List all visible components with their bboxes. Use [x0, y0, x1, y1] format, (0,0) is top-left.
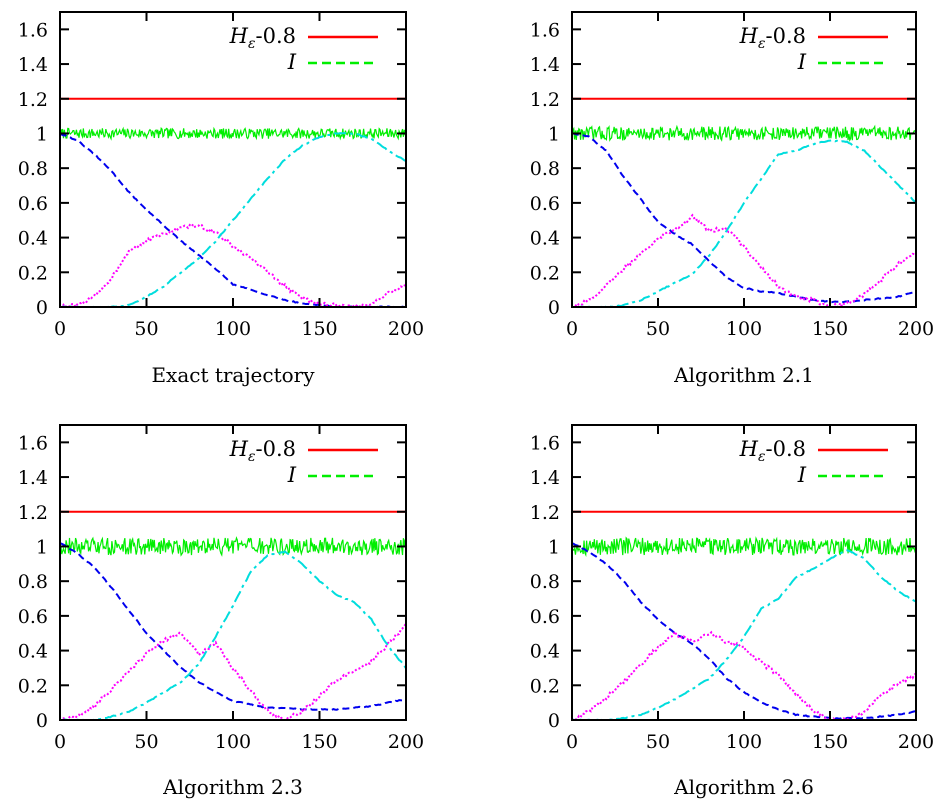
y-tick-label: 1.4 [18, 467, 48, 489]
series-line-4 [572, 629, 916, 720]
plot-frame [59, 424, 407, 721]
legend-label-2: I [797, 50, 807, 74]
x-tick-label: 0 [566, 318, 578, 340]
y-tick-label: 0.6 [530, 193, 560, 215]
y-tick-label: 1.4 [530, 54, 560, 76]
series-line-3 [572, 132, 916, 304]
x-tick-label: 150 [812, 731, 848, 753]
y-tick-label: 1 [36, 536, 48, 558]
series-line-2 [60, 126, 406, 141]
plot-area [572, 510, 916, 720]
y-tick-label: 1.2 [530, 89, 560, 111]
series-line-3 [572, 542, 916, 720]
x-tick-label: 0 [54, 731, 66, 753]
x-tick-label: 50 [646, 731, 670, 753]
series-line-5 [60, 550, 406, 720]
chart-panel-4: 0 50 100 150 200 0 0.2 0.4 0.6 0.8 1 1.2 1.4 1.6 Hε-0.… [530, 424, 934, 799]
series-line-5 [572, 139, 916, 307]
y-tick-label: 0 [548, 710, 560, 732]
x-tick-label: 200 [898, 731, 934, 753]
x-tick-label: 50 [134, 318, 158, 340]
series-line-2 [572, 536, 916, 558]
series-line-4 [60, 623, 406, 720]
y-tick-label: 0 [548, 297, 560, 319]
y-tick-label: 0.8 [18, 158, 48, 180]
series-line-2 [572, 124, 916, 142]
x-tick-label: 150 [812, 318, 848, 340]
chart-panel-3: 0 50 100 150 200 0 0.2 0.4 0.6 0.8 1 1.2 1.4 1.6 Hε-0.… [18, 424, 424, 799]
plot-frame [59, 11, 407, 308]
series-line-5 [572, 549, 916, 720]
y-tick-label: 0.2 [530, 675, 560, 697]
chart-panel-1: 0 50 100 150 200 0 0.2 0.4 0.6 0.8 1 1.2 1.4 1.6 Hε-0.… [18, 11, 424, 387]
series-line-5 [60, 132, 406, 307]
y-tick-label: 0.8 [530, 158, 560, 180]
y-tick-label: 1.2 [530, 502, 560, 524]
panel-caption: Algorithm 2.1 [673, 363, 814, 387]
plot-frame [571, 424, 917, 721]
y-tick-label: 1.6 [530, 432, 560, 454]
y-tick-label: 0.2 [530, 262, 560, 284]
x-tick-label: 50 [134, 731, 158, 753]
legend-label-2: I [287, 463, 297, 487]
y-tick-label: 0.4 [530, 641, 560, 663]
legend-label-1: Hε-0.8 [739, 437, 806, 465]
plot-area [60, 97, 406, 307]
x-tick-label: 100 [215, 731, 251, 753]
legend-label-2: I [287, 50, 297, 74]
y-tick-label: 0 [36, 710, 48, 732]
panel-caption: Algorithm 2.6 [673, 775, 814, 799]
x-tick-label: 0 [566, 731, 578, 753]
y-tick-label: 1.6 [530, 19, 560, 41]
y-tick-label: 0.8 [18, 571, 48, 593]
y-tick-label: 1.6 [18, 432, 48, 454]
legend-label-2: I [797, 463, 807, 487]
x-tick-label: 100 [215, 318, 251, 340]
x-tick-label: 150 [301, 318, 337, 340]
y-tick-label: 1.4 [18, 54, 48, 76]
y-tick-label: 1 [36, 123, 48, 145]
x-tick-label: 200 [388, 731, 424, 753]
y-tick-label: 1.2 [18, 502, 48, 524]
panel-caption: Exact trajectory [151, 363, 315, 387]
x-tick-label: 50 [646, 318, 670, 340]
x-tick-label: 100 [726, 731, 762, 753]
x-tick-label: 0 [54, 318, 66, 340]
y-tick-label: 1 [548, 536, 560, 558]
series-line-4 [572, 213, 916, 307]
y-tick-label: 0.6 [530, 606, 560, 628]
series-line-3 [60, 132, 406, 307]
y-tick-label: 1 [548, 123, 560, 145]
y-tick-label: 0.2 [18, 262, 48, 284]
y-tick-label: 0.6 [18, 193, 48, 215]
y-tick-label: 0 [36, 297, 48, 319]
chart-panel-2: 0 50 100 150 200 0 0.2 0.4 0.6 0.8 1 1.2 1.4 1.6 Hε-0.… [530, 11, 934, 387]
y-tick-label: 0.4 [18, 228, 48, 250]
y-tick-label: 1.6 [18, 19, 48, 41]
y-tick-label: 0.4 [530, 228, 560, 250]
x-tick-label: 200 [898, 318, 934, 340]
y-tick-label: 0.4 [18, 641, 48, 663]
legend-label-1: Hε-0.8 [229, 437, 296, 465]
series-line-4 [60, 222, 406, 307]
legend-label-1: Hε-0.8 [739, 24, 806, 52]
series-line-2 [60, 536, 406, 557]
y-tick-label: 1.4 [530, 467, 560, 489]
plot-frame [571, 11, 917, 308]
x-tick-label: 200 [388, 318, 424, 340]
series-line-3 [60, 542, 406, 712]
panel-caption: Algorithm 2.3 [162, 775, 303, 799]
legend-label-1: Hε-0.8 [229, 24, 296, 52]
x-tick-label: 100 [726, 318, 762, 340]
y-tick-label: 1.2 [18, 89, 48, 111]
plot-area [60, 510, 406, 720]
y-tick-label: 0.6 [18, 606, 48, 628]
plot-area [572, 97, 916, 307]
x-tick-label: 150 [301, 731, 337, 753]
y-tick-label: 0.8 [530, 571, 560, 593]
y-tick-label: 0.2 [18, 675, 48, 697]
